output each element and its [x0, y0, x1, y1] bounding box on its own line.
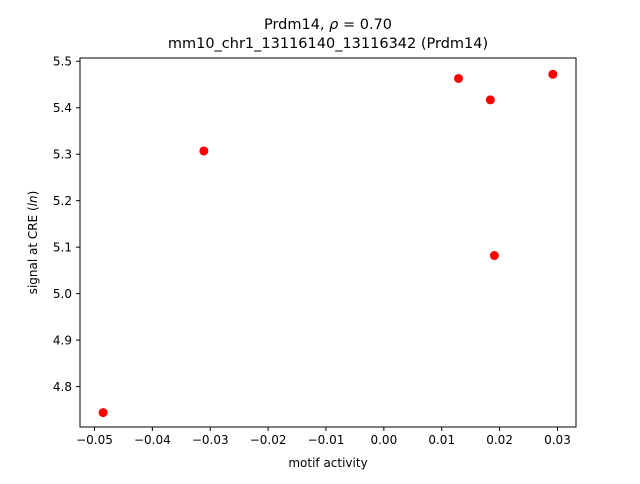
scatter-point	[489, 251, 499, 261]
scatter-point	[199, 146, 209, 156]
x-tick-label: −0.02	[250, 433, 287, 447]
data-points	[98, 69, 558, 418]
y-tick-label: 5.2	[53, 194, 72, 208]
x-tick-label: 0.00	[370, 433, 397, 447]
y-tick-label: 4.9	[53, 333, 72, 347]
scatter-point	[98, 408, 108, 418]
scatter-point	[485, 95, 495, 105]
x-tick-label: −0.04	[134, 433, 171, 447]
y-tick-label: 5.0	[53, 287, 72, 301]
x-tick-label: 0.03	[544, 433, 571, 447]
x-axis-ticks: −0.05 −0.04 −0.03 −0.02 −0.01 0.00 0.01 0.02 0.0…	[76, 427, 571, 447]
scatter-point	[454, 73, 464, 83]
y-tick-label: 5.3	[53, 148, 72, 162]
y-tick-label: 5.1	[53, 240, 72, 254]
x-tick-label: −0.05	[76, 433, 113, 447]
x-tick-label: −0.03	[192, 433, 229, 447]
y-axis-label: signal at CRE (ln)	[26, 191, 40, 295]
chart-title-line1: Prdm14, ρ = 0.70	[264, 17, 392, 33]
x-tick-label: −0.01	[308, 433, 345, 447]
scatter-point	[548, 69, 558, 79]
x-tick-label: 0.02	[486, 433, 513, 447]
chart-title-line2: mm10_chr1_13116140_13116342 (Prdm14)	[168, 36, 488, 52]
y-tick-label: 5.4	[53, 101, 72, 115]
x-axis-label: motif activity	[288, 456, 367, 470]
y-tick-label: 4.8	[53, 380, 72, 394]
x-tick-label: 0.01	[428, 433, 455, 447]
plot-area-frame	[79, 57, 577, 428]
y-axis-ticks: 4.8 4.9 5.0 5.1 5.2 5.3 5.4 5.5	[53, 55, 80, 394]
y-tick-label: 5.5	[53, 55, 72, 69]
